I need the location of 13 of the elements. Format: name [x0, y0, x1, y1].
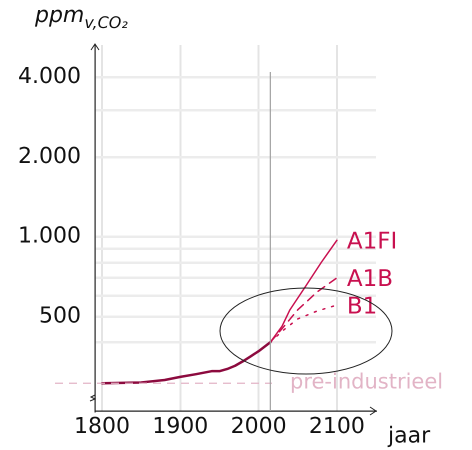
x-axis-title: jaar [387, 424, 432, 449]
x-tick-label: 2100 [308, 414, 365, 439]
y-tick-label: 4.000 [18, 64, 81, 90]
x-tick-label: 1800 [74, 414, 130, 439]
series-label: A1FI [346, 228, 398, 254]
x-tick-label: 2000 [230, 414, 287, 439]
series-label: B1 [346, 294, 378, 320]
ref-line-label: pre-industrieel [290, 370, 444, 394]
y-tick-label: 1.000 [18, 224, 81, 249]
y-tick-label: 2.000 [18, 144, 81, 169]
x-tick-label: 1900 [152, 414, 208, 439]
y-tick-label: 500 [39, 303, 81, 328]
series-label: A1B [346, 266, 394, 292]
